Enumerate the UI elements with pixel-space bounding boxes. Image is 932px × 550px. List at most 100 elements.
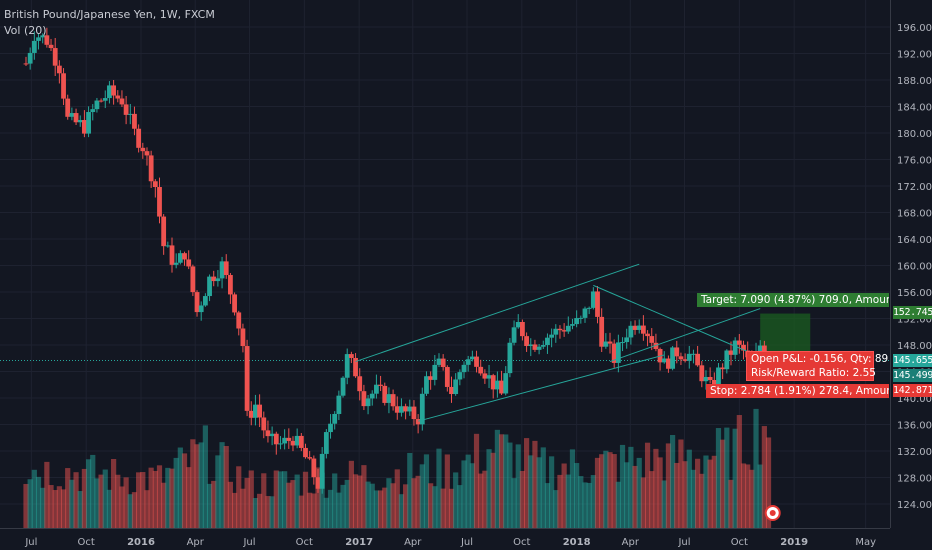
volume-bar (507, 442, 513, 528)
volume-bar (382, 487, 388, 528)
volume-bar (678, 439, 684, 528)
candle-body (741, 344, 746, 351)
volume-bar (403, 484, 409, 528)
target-label: Target: 7.090 (4.87%) 709.0, Amount: 16 (697, 293, 889, 307)
candle-body (357, 376, 363, 392)
volume-bar (607, 452, 613, 528)
candle-body (219, 261, 225, 279)
candle-body (640, 325, 646, 334)
volume-bar (340, 484, 346, 528)
candle-body (36, 37, 41, 41)
volume-bar (273, 470, 279, 528)
volume-bar (444, 454, 450, 528)
channel-upper-line (355, 263, 640, 363)
candle-body (653, 342, 659, 349)
candle-body (365, 398, 371, 407)
candle-body (628, 325, 634, 338)
candle-body (565, 325, 571, 332)
volume-indicator-label[interactable]: Vol (20) (4, 24, 47, 37)
volume-bar (532, 440, 538, 528)
volume-bar (202, 425, 208, 528)
wedge-top-line (593, 284, 748, 353)
volume-bar (294, 474, 300, 528)
candle-body (261, 417, 267, 431)
position-info[interactable]: Open P&L: -0.156, Qty: 89 Risk/Reward Ra… (746, 351, 888, 381)
volume-bar (211, 480, 217, 528)
candle-body (311, 458, 317, 478)
candle-body (369, 393, 375, 399)
volume-bar (565, 474, 571, 528)
candle-body (440, 358, 446, 368)
volume-bar (411, 478, 417, 528)
volume-bar (661, 480, 667, 528)
candle-body (207, 276, 212, 297)
time-axis-label: May (855, 537, 876, 548)
candle-body (590, 291, 596, 308)
volume-bar (674, 462, 680, 528)
candle-body (332, 413, 338, 424)
candle-body (102, 98, 108, 101)
volume-bar (277, 471, 284, 528)
volume-bar (236, 466, 242, 528)
volume-bar (432, 486, 438, 528)
volume-bar (619, 444, 626, 528)
candle-body (394, 406, 400, 413)
volume-bar (553, 490, 559, 528)
candle-body (720, 367, 726, 370)
candle-body (282, 437, 288, 444)
volume-bar (127, 494, 133, 528)
volume-bar (302, 471, 309, 528)
candle-body (353, 357, 358, 377)
volume-bar (52, 490, 58, 528)
volume-bar (615, 481, 621, 528)
volume-bar (603, 450, 609, 528)
candle-body (48, 44, 54, 49)
candle-body (461, 364, 467, 373)
price-axis-label: 132.000 (897, 447, 932, 458)
candle-body (736, 340, 742, 345)
candle-body (711, 379, 717, 386)
risk-reward-text: Risk/Reward Ratio: 2.55 (751, 367, 876, 379)
candle-body (340, 377, 346, 396)
candle-body (666, 358, 671, 369)
candle-body (248, 410, 254, 418)
volume-bar (457, 485, 463, 528)
candle-body (111, 85, 117, 96)
candle-body (73, 113, 79, 123)
candle-body (507, 342, 513, 374)
price-axis-label: 148.000 (897, 341, 932, 352)
volume-bar (486, 449, 492, 528)
volume-bar (252, 497, 259, 528)
volume-bar (31, 469, 37, 528)
volume-bar (740, 463, 747, 528)
volume-bar (636, 457, 642, 528)
volume-bar (415, 475, 421, 528)
candle-body (265, 430, 271, 437)
volume-bar (231, 492, 238, 528)
candle-body (148, 155, 154, 182)
volume-bar (115, 474, 121, 528)
candle-body (315, 477, 321, 489)
candle-body (515, 321, 521, 328)
volume-bar (181, 453, 188, 528)
candle-body (348, 354, 354, 358)
volume-bar (315, 467, 321, 528)
candle-body (545, 337, 550, 346)
volume-bar (561, 463, 567, 528)
candle-body (269, 433, 275, 437)
volume-bar (119, 486, 125, 528)
volume-bar (511, 478, 517, 528)
candle-body (520, 321, 525, 337)
candle-body (198, 305, 204, 313)
volume-bar (44, 461, 50, 528)
volume-bar (749, 469, 755, 528)
price-axis-label: 176.000 (897, 156, 932, 167)
volume-bar (332, 473, 338, 528)
candle-body (419, 393, 425, 425)
volume-bar (148, 467, 154, 528)
candle-body (636, 325, 642, 330)
volume-bar (699, 473, 705, 528)
volume-bar (144, 490, 150, 528)
candle-body (603, 341, 609, 347)
